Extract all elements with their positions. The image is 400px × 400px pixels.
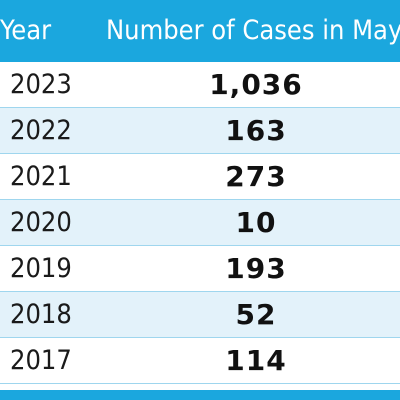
year-column-header: Year (0, 15, 52, 46)
year-cell: 2020 (10, 207, 72, 238)
year-cell: 2022 (10, 115, 72, 146)
cases-cell: 163 (225, 114, 287, 147)
year-cell: 2021 (10, 161, 72, 192)
year-cell: 2023 (10, 69, 72, 100)
table-row: 2023 1,036 (0, 62, 400, 108)
table-row: 2017 114 (0, 338, 400, 384)
table-body: 2023 1,036 2022 163 2021 273 2020 10 201… (0, 62, 400, 384)
cases-cell: 114 (225, 344, 287, 377)
table-row: 2019 193 (0, 246, 400, 292)
table-row: 2021 273 (0, 154, 400, 200)
table-row: 2020 10 (0, 200, 400, 246)
table-row: 2022 163 (0, 108, 400, 154)
table-row: 2018 52 (0, 292, 400, 338)
year-cell: 2018 (10, 299, 72, 330)
cases-cell: 52 (235, 298, 277, 331)
cases-cell: 1,036 (209, 68, 303, 101)
year-cell: 2017 (10, 345, 72, 376)
cases-cell: 273 (225, 160, 287, 193)
table-footer-bar (0, 390, 400, 400)
year-cell: 2019 (10, 253, 72, 284)
table-header: Year Number of Cases in May (0, 0, 400, 62)
cases-column-header: Number of Cases in May (106, 15, 400, 46)
cases-cell: 10 (235, 206, 277, 239)
cases-cell: 193 (225, 252, 287, 285)
